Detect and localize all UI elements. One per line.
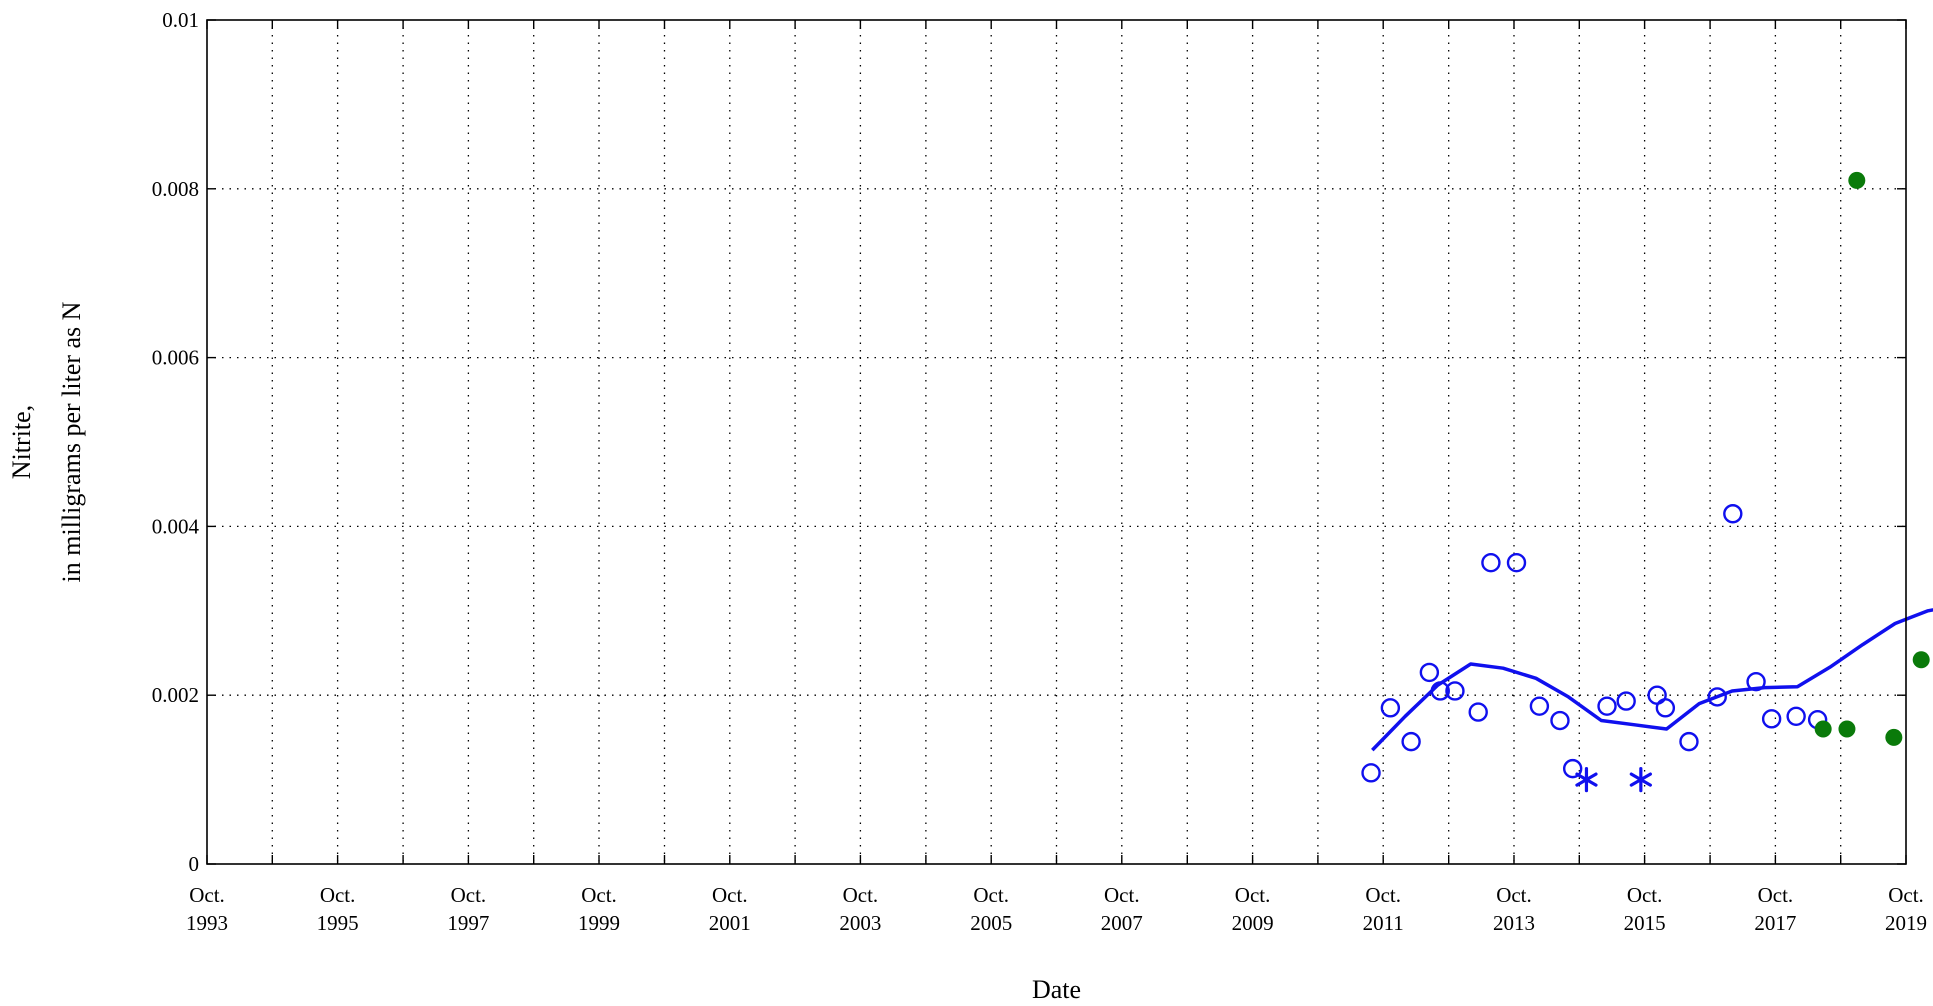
x-tick-label-year: 1997: [447, 911, 489, 935]
open-circle-point: [1746, 671, 1766, 692]
open-circle-point: [1723, 504, 1743, 524]
y-tick-label: 0: [189, 852, 200, 876]
open-circle-point: [1616, 691, 1636, 711]
open-circle-point: [1506, 552, 1527, 573]
x-tick-label-month: Oct.: [1627, 883, 1663, 907]
x-tick-label-year: 2005: [970, 911, 1012, 935]
open-circle-point: [1707, 687, 1727, 707]
y-axis-ticks: 0 0.002 0.004 0.006 0.008 0.01: [152, 8, 1906, 876]
open-circle-point: [1481, 552, 1501, 573]
x-tick-label-year: 2017: [1754, 911, 1796, 935]
x-tick-label-month: Oct.: [581, 883, 617, 907]
trend-line-group: [1371, 608, 1933, 752]
x-tick-label-month: Oct.: [451, 883, 487, 907]
y-tick-label: 0.01: [162, 8, 199, 32]
trend-line: [1371, 608, 1933, 752]
grid-lines: [207, 20, 1906, 864]
open-circle-point: [1761, 709, 1782, 729]
y-tick-label: 0.002: [152, 683, 199, 707]
x-tick-label-year: 1993: [186, 911, 228, 935]
filled-circle-point: [1885, 728, 1903, 746]
x-tick-label-year: 2013: [1493, 911, 1535, 935]
filled-circle-point: [1814, 720, 1832, 738]
y-tick-label: 0.006: [152, 346, 199, 370]
open-circle-point: [1361, 763, 1381, 783]
open-circle-point: [1401, 731, 1421, 752]
x-tick-label-month: Oct.: [1104, 883, 1140, 907]
x-tick-label-month: Oct.: [1365, 883, 1401, 907]
x-tick-label-month: Oct.: [973, 883, 1009, 907]
asterisk-point: [1575, 766, 1598, 793]
x-tick-label-month: Oct.: [712, 883, 748, 907]
y-axis-title-line-1: Nitrite,: [7, 405, 36, 479]
open-circle-point: [1380, 698, 1401, 718]
open-circle-point: [1468, 702, 1488, 722]
x-tick-label-month: Oct.: [1235, 883, 1271, 907]
y-axis-title-line-2: in milligrams per liter as N: [57, 301, 86, 582]
y-tick-label: 0.004: [152, 514, 200, 538]
x-axis-title: Date: [1032, 975, 1081, 1004]
x-tick-label-year: 2003: [839, 911, 881, 935]
open-circle-point: [1786, 706, 1806, 726]
open-circle-point: [1562, 758, 1583, 779]
x-tick-label-year: 2019: [1885, 911, 1927, 935]
x-tick-label-month: Oct.: [1888, 883, 1924, 907]
y-tick-label: 0.008: [152, 177, 199, 201]
filled-circle-point: [1912, 651, 1930, 669]
x-tick-label-year: 2015: [1624, 911, 1666, 935]
x-tick-label-month: Oct.: [1496, 883, 1532, 907]
data-points: [1361, 171, 1930, 793]
x-tick-label-year: 2001: [709, 911, 751, 935]
x-tick-label-month: Oct.: [1758, 883, 1794, 907]
x-tick-label-year: 2007: [1101, 911, 1143, 935]
open-circle-point: [1597, 696, 1617, 716]
x-tick-label-month: Oct.: [320, 883, 356, 907]
plot-frame: [206, 19, 1907, 865]
filled-circle-point: [1848, 171, 1866, 189]
x-tick-label-year: 2011: [1363, 911, 1404, 935]
open-circle-point: [1529, 696, 1550, 716]
open-circle-point: [1679, 731, 1699, 752]
open-circle-point: [1430, 681, 1450, 701]
open-circle-point: [1419, 662, 1440, 683]
open-circle-point: [1655, 698, 1676, 718]
x-tick-label-year: 1995: [317, 911, 359, 935]
x-tick-label-month: Oct.: [843, 883, 879, 907]
open-circle-point: [1445, 681, 1465, 701]
filled-circle-point: [1838, 720, 1856, 738]
x-tick-label-year: 2009: [1232, 911, 1274, 935]
x-tick-label-year: 1999: [578, 911, 620, 935]
x-axis-ticks: Oct. 1993 Oct. 1995 Oct. 1997 Oct. 1999 Oct. 2001…: [186, 20, 1927, 935]
x-tick-label-month: Oct.: [189, 883, 225, 907]
open-circle-point: [1550, 710, 1570, 731]
asterisk-point: [1629, 766, 1652, 793]
